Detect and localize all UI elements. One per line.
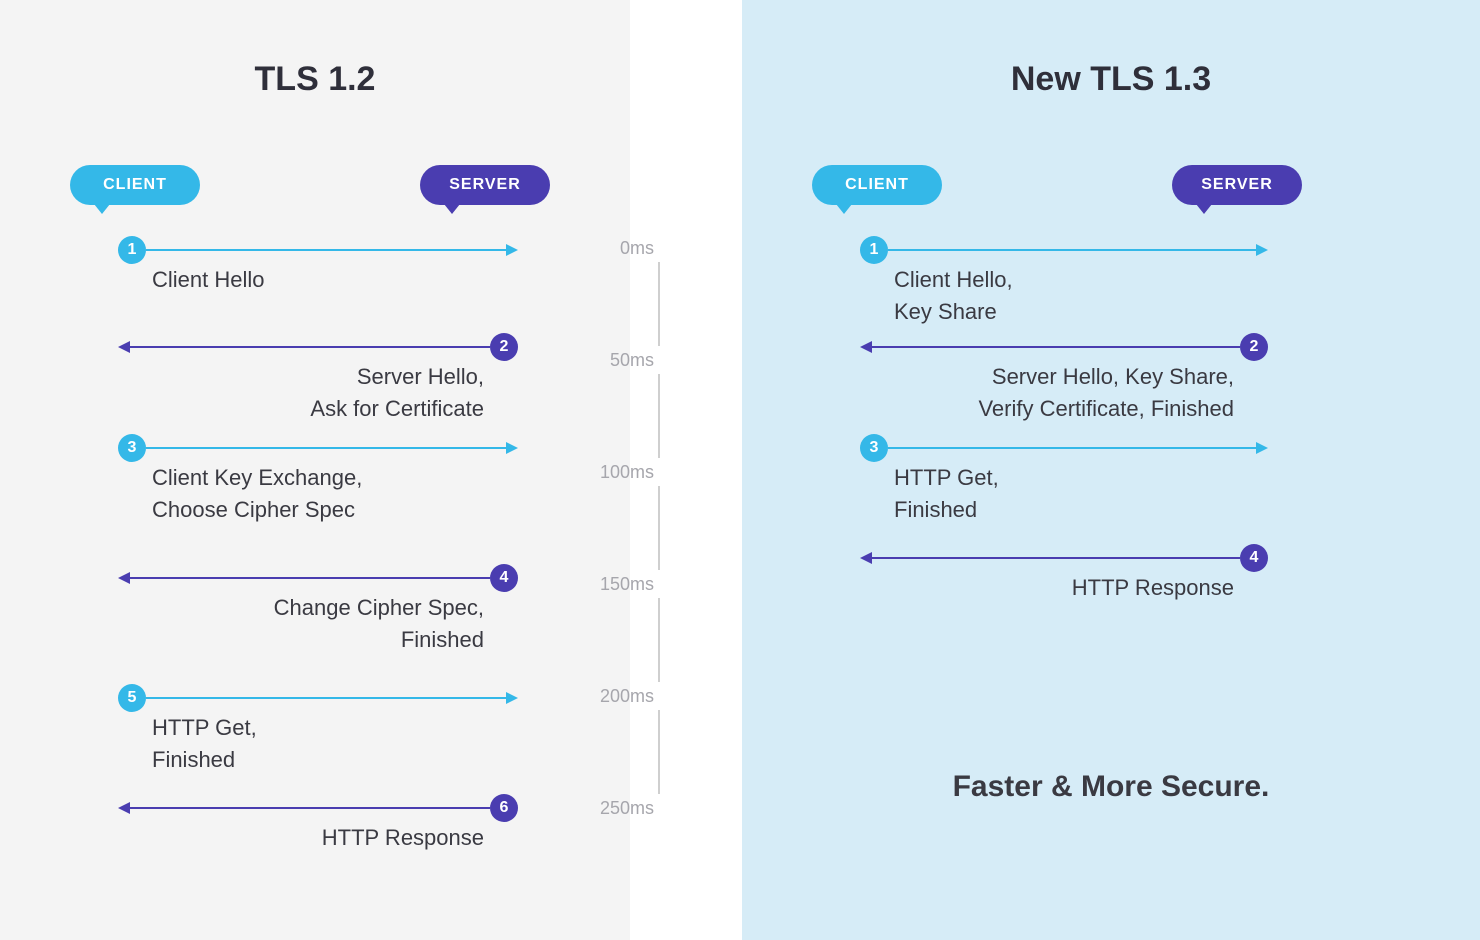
right-step-3-label: HTTP Get, Finished [894, 462, 1268, 526]
right-step-2-label: Server Hello, Key Share, Verify Certific… [860, 361, 1234, 425]
timeline-segment [658, 262, 660, 346]
right-step-3-arrowhead [1256, 442, 1268, 454]
left-step-6-arrow [130, 807, 490, 809]
timeline-tick: 0ms [598, 238, 654, 259]
left-step-4-arrowhead [118, 572, 130, 584]
right-client-badge: CLIENT [812, 165, 942, 205]
left-step-2-arrow [130, 346, 490, 348]
left-step-1-number: 1 [118, 236, 146, 264]
right-tagline: Faster & More Secure. [742, 770, 1480, 804]
right-step-1-label: Client Hello, Key Share [894, 264, 1268, 328]
right-step-2-arrow [872, 346, 1240, 348]
right-server-badge: SERVER [1172, 165, 1302, 205]
left-step-3-number: 3 [118, 434, 146, 462]
timeline-segment [658, 598, 660, 682]
right-client-badge-tail [836, 204, 852, 214]
right-step-1-number: 1 [860, 236, 888, 264]
right-title: New TLS 1.3 [742, 60, 1480, 99]
right-step-2-number: 2 [1240, 333, 1268, 361]
left-client-badge: CLIENT [70, 165, 200, 205]
left-step-5-label: HTTP Get, Finished [152, 712, 518, 776]
left-step-5-number: 5 [118, 684, 146, 712]
timeline-tick: 250ms [598, 798, 654, 819]
right-step-4-arrowhead [860, 552, 872, 564]
left-server-badge: SERVER [420, 165, 550, 205]
left-step-6-label: HTTP Response [118, 822, 484, 854]
right-step-4-number: 4 [1240, 544, 1268, 572]
right-server-badge-tail [1196, 204, 1212, 214]
left-step-6-number: 6 [490, 794, 518, 822]
right-step-2-arrowhead [860, 341, 872, 353]
left-step-2-label: Server Hello, Ask for Certificate [118, 361, 484, 425]
right-step-4-arrow [872, 557, 1240, 559]
left-step-2-arrowhead [118, 341, 130, 353]
timeline-segment [658, 486, 660, 570]
left-step-1-arrow [146, 249, 506, 251]
right-step-3-arrow [888, 447, 1256, 449]
left-step-4-arrow [130, 577, 490, 579]
right-step-3-number: 3 [860, 434, 888, 462]
left-step-1-label: Client Hello [152, 264, 518, 296]
timeline-segment [658, 374, 660, 458]
left-step-5-arrow [146, 697, 506, 699]
left-step-6-arrowhead [118, 802, 130, 814]
left-step-2-number: 2 [490, 333, 518, 361]
left-step-1-arrowhead [506, 244, 518, 256]
left-step-3-arrowhead [506, 442, 518, 454]
right-step-4-label: HTTP Response [860, 572, 1234, 604]
left-server-badge-tail [444, 204, 460, 214]
timeline-tick: 200ms [598, 686, 654, 707]
left-title: TLS 1.2 [0, 60, 630, 99]
left-step-4-label: Change Cipher Spec, Finished [118, 592, 484, 656]
left-client-badge-tail [94, 204, 110, 214]
timeline-segment [658, 710, 660, 794]
left-step-3-arrow [146, 447, 506, 449]
left-step-5-arrowhead [506, 692, 518, 704]
right-step-1-arrow [888, 249, 1256, 251]
left-step-3-label: Client Key Exchange, Choose Cipher Spec [152, 462, 518, 526]
timeline-tick: 100ms [598, 462, 654, 483]
timeline-tick: 150ms [598, 574, 654, 595]
left-step-4-number: 4 [490, 564, 518, 592]
timeline-tick: 50ms [598, 350, 654, 371]
right-step-1-arrowhead [1256, 244, 1268, 256]
